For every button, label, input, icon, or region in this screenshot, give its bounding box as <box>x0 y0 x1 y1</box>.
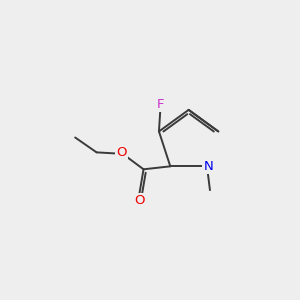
Text: F: F <box>157 98 164 111</box>
Text: O: O <box>134 194 144 207</box>
Text: N: N <box>203 160 213 173</box>
Text: O: O <box>116 146 127 159</box>
